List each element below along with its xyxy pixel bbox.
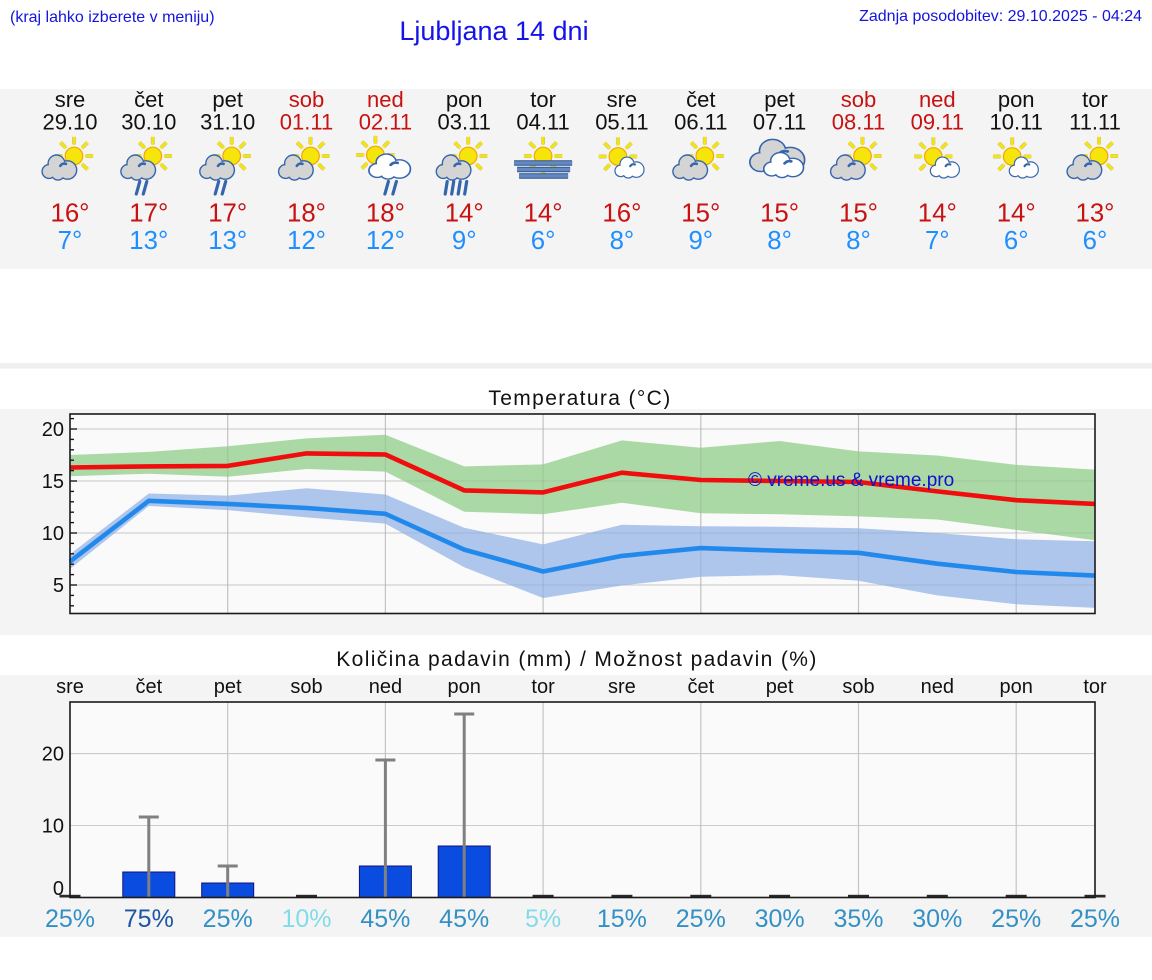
svg-text:15°: 15° xyxy=(760,200,799,228)
svg-text:17°: 17° xyxy=(129,200,168,228)
svg-text:(kraj lahko izberete v meniju): (kraj lahko izberete v meniju) xyxy=(10,9,215,26)
svg-text:30%: 30% xyxy=(912,905,962,933)
svg-text:25%: 25% xyxy=(991,905,1041,933)
svg-text:ned: ned xyxy=(369,676,402,698)
svg-text:14°: 14° xyxy=(918,200,957,228)
svg-text:pon: pon xyxy=(448,676,481,698)
svg-text:pon: pon xyxy=(1000,676,1033,698)
svg-text:pon: pon xyxy=(998,87,1035,112)
svg-text:5: 5 xyxy=(53,575,64,597)
svg-text:9°: 9° xyxy=(452,227,477,255)
svg-text:8°: 8° xyxy=(846,227,871,255)
svg-text:25%: 25% xyxy=(676,905,726,933)
svg-text:31.10: 31.10 xyxy=(200,110,255,135)
svg-text:7°: 7° xyxy=(58,227,83,255)
svg-text:12°: 12° xyxy=(287,227,326,255)
svg-text:16°: 16° xyxy=(602,200,641,228)
svg-text:čet: čet xyxy=(686,87,715,112)
svg-text:Ljubljana 14 dni: Ljubljana 14 dni xyxy=(399,16,588,46)
svg-text:05.11: 05.11 xyxy=(595,110,648,135)
svg-text:08.11: 08.11 xyxy=(832,110,885,135)
svg-text:07.11: 07.11 xyxy=(753,110,806,135)
svg-text:pet: pet xyxy=(214,676,242,698)
svg-text:0: 0 xyxy=(53,878,64,900)
svg-text:09.11: 09.11 xyxy=(911,110,964,135)
svg-text:13°: 13° xyxy=(208,227,247,255)
svg-text:25%: 25% xyxy=(45,905,95,933)
svg-text:© vreme.us & vreme.pro: © vreme.us & vreme.pro xyxy=(748,470,954,491)
svg-text:16°: 16° xyxy=(50,200,89,228)
svg-text:15°: 15° xyxy=(681,200,720,228)
svg-text:pet: pet xyxy=(764,87,795,112)
svg-text:20: 20 xyxy=(42,744,64,766)
svg-text:6°: 6° xyxy=(1004,227,1029,255)
svg-text:pet: pet xyxy=(212,87,243,112)
svg-text:čet: čet xyxy=(134,87,163,112)
svg-text:15°: 15° xyxy=(839,200,878,228)
svg-text:sre: sre xyxy=(608,676,636,698)
svg-text:12°: 12° xyxy=(366,227,405,255)
svg-text:tor: tor xyxy=(1082,87,1108,112)
svg-text:29.10: 29.10 xyxy=(42,110,97,135)
svg-text:14°: 14° xyxy=(997,200,1036,228)
svg-text:ned: ned xyxy=(921,676,954,698)
svg-text:8°: 8° xyxy=(610,227,635,255)
svg-text:10%: 10% xyxy=(281,905,331,933)
svg-text:45%: 45% xyxy=(360,905,410,933)
svg-text:sre: sre xyxy=(55,87,86,112)
svg-text:9°: 9° xyxy=(688,227,713,255)
svg-text:6°: 6° xyxy=(1083,227,1108,255)
svg-text:18°: 18° xyxy=(366,200,405,228)
svg-text:15%: 15% xyxy=(597,905,647,933)
svg-text:14°: 14° xyxy=(445,200,484,228)
svg-text:čet: čet xyxy=(135,676,162,698)
svg-text:30%: 30% xyxy=(755,905,805,933)
svg-text:04.11: 04.11 xyxy=(516,110,569,135)
svg-text:10.11: 10.11 xyxy=(989,110,1042,135)
svg-text:10: 10 xyxy=(42,523,64,545)
svg-text:ned: ned xyxy=(919,87,956,112)
svg-text:15: 15 xyxy=(42,471,64,493)
svg-text:13°: 13° xyxy=(129,227,168,255)
svg-text:sob: sob xyxy=(841,87,876,112)
svg-text:ned: ned xyxy=(367,87,404,112)
svg-text:02.11: 02.11 xyxy=(359,110,412,135)
svg-text:čet: čet xyxy=(687,676,714,698)
svg-text:20: 20 xyxy=(42,419,64,441)
svg-text:sob: sob xyxy=(289,87,324,112)
svg-text:35%: 35% xyxy=(833,905,883,933)
svg-text:sob: sob xyxy=(842,676,874,698)
svg-text:tor: tor xyxy=(530,87,556,112)
svg-text:sob: sob xyxy=(290,676,322,698)
svg-text:7°: 7° xyxy=(925,227,950,255)
svg-text:pet: pet xyxy=(766,676,794,698)
svg-text:75%: 75% xyxy=(124,905,174,933)
svg-text:sre: sre xyxy=(607,87,638,112)
svg-text:18°: 18° xyxy=(287,200,326,228)
svg-text:17°: 17° xyxy=(208,200,247,228)
svg-text:6°: 6° xyxy=(531,227,556,255)
svg-text:01.11: 01.11 xyxy=(280,110,333,135)
svg-text:tor: tor xyxy=(531,676,555,698)
svg-text:pon: pon xyxy=(446,87,483,112)
svg-text:sre: sre xyxy=(56,676,84,698)
svg-text:Zadnja posodobitev: 29.10.2025: Zadnja posodobitev: 29.10.2025 - 04:24 xyxy=(859,8,1142,25)
svg-text:25%: 25% xyxy=(203,905,253,933)
svg-text:tor: tor xyxy=(1083,676,1107,698)
svg-text:14°: 14° xyxy=(524,200,563,228)
svg-text:11.11: 11.11 xyxy=(1069,110,1121,135)
svg-text:25%: 25% xyxy=(1070,905,1120,933)
svg-text:5%: 5% xyxy=(525,905,561,933)
svg-text:8°: 8° xyxy=(767,227,792,255)
svg-text:10: 10 xyxy=(42,816,64,838)
svg-text:06.11: 06.11 xyxy=(674,110,727,135)
svg-text:30.10: 30.10 xyxy=(121,110,176,135)
svg-text:45%: 45% xyxy=(439,905,489,933)
svg-text:Temperatura (°C): Temperatura (°C) xyxy=(488,387,671,410)
svg-text:03.11: 03.11 xyxy=(437,110,490,135)
svg-text:13°: 13° xyxy=(1075,200,1114,228)
svg-text:Količina padavin (mm) / Možnos: Količina padavin (mm) / Možnost padavin … xyxy=(336,648,817,671)
